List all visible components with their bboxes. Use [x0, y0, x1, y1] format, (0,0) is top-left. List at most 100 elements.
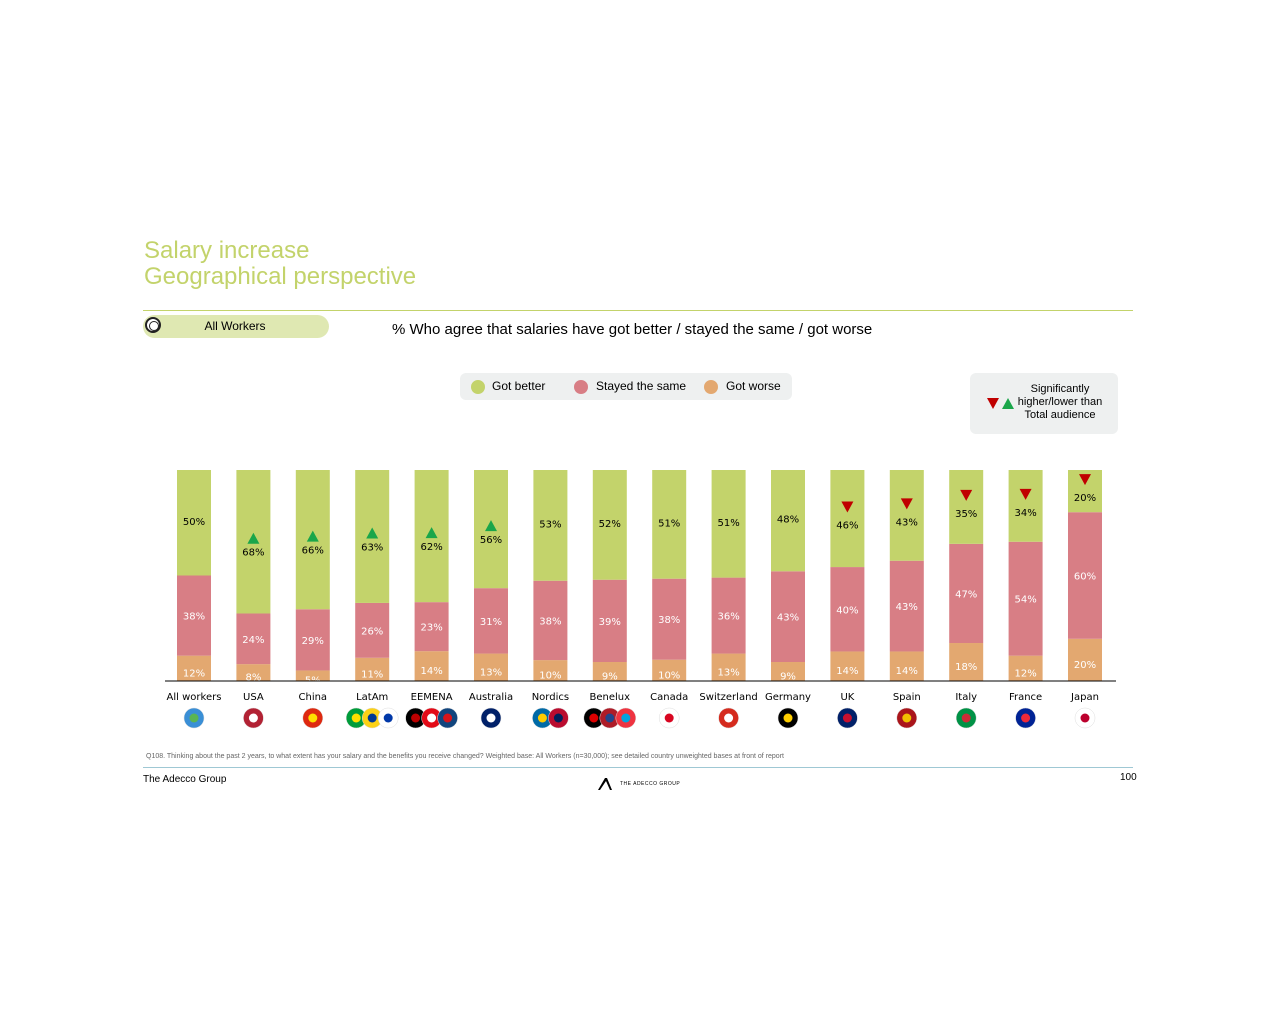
bar-got-better-benelux [592, 470, 627, 580]
chart-legend: Got better Stayed the same Got worse [460, 373, 792, 400]
label-got-better-australia: 56% [480, 535, 502, 546]
label-got-better-china: 66% [302, 546, 324, 557]
spain-flag-icon-detail [902, 713, 912, 723]
bar-stayed-the-same-canada [652, 578, 687, 660]
label-stayed-the-same-latam: 26% [361, 626, 383, 637]
bar-got-worse-japan [1068, 638, 1102, 681]
sig-down-arrow-france [1019, 488, 1032, 500]
label-got-worse-benelux: 9% [602, 672, 618, 683]
label-got-better-usa: 68% [242, 548, 264, 559]
significance-line-3: Total audience [1024, 409, 1096, 421]
category-label-all-workers: All workers [167, 692, 222, 703]
label-got-worse-germany: 9% [780, 672, 796, 683]
bar-stayed-the-same-australia [474, 588, 508, 654]
bar-got-better-germany [771, 470, 805, 572]
label-got-worse-canada: 10% [658, 670, 680, 681]
bar-got-worse-china [295, 670, 330, 681]
bar-got-better-canada [652, 470, 687, 579]
category-label-china: China [299, 692, 328, 703]
uruguay-flag-icon-detail [383, 713, 393, 723]
bar-stayed-the-same-uk [830, 567, 865, 652]
label-got-better-italy: 35% [955, 509, 977, 520]
sig-up-arrow-china [306, 530, 319, 542]
label-got-worse-uk: 14% [836, 666, 858, 677]
colombia-flag-icon-detail [367, 713, 377, 723]
category-label-italy: Italy [955, 692, 977, 703]
label-stayed-the-same-france: 54% [1014, 595, 1036, 606]
uk-flag-icon-detail [842, 713, 852, 723]
sig-down-arrow-italy [960, 489, 973, 501]
bar-got-worse-usa [236, 664, 271, 681]
label-got-better-france: 34% [1014, 508, 1036, 519]
label-got-better-all-workers: 50% [183, 517, 205, 528]
label-stayed-the-same-australia: 31% [480, 617, 502, 628]
category-label-germany: Germany [765, 692, 811, 703]
bar-got-worse-italy [949, 643, 984, 681]
category-label-latam: LatAm [356, 692, 388, 703]
bar-got-worse-nordics [533, 660, 568, 681]
sig-up-arrow-usa [247, 532, 260, 544]
bar-stayed-the-same-nordics [533, 580, 568, 661]
legend-dot-got-better [471, 380, 485, 394]
bar-stayed-the-same-all-workers [177, 575, 211, 656]
label-stayed-the-same-usa: 24% [242, 635, 264, 646]
bar-stayed-the-same-eemena [414, 602, 449, 652]
label-stayed-the-same-china: 29% [302, 636, 324, 647]
significance-line-2: higher/lower than [1017, 396, 1103, 408]
label-got-worse-usa: 8% [245, 673, 261, 684]
label-got-worse-switzerland: 13% [717, 667, 739, 678]
title-line-1: Salary increase [144, 237, 310, 264]
label-got-worse-italy: 18% [955, 662, 977, 673]
bar-got-worse-canada [652, 659, 687, 681]
bar-got-better-nordics [533, 470, 568, 581]
label-got-better-uk: 46% [836, 521, 858, 532]
footnote: Q108. Thinking about the past 2 years, t… [146, 753, 784, 760]
luxembourg-flag-icon-detail [621, 713, 631, 723]
bar-got-worse-all-workers [177, 655, 211, 681]
category-label-switzerland: Switzerland [699, 692, 757, 703]
category-label-benelux: Benelux [590, 692, 631, 703]
bar-stayed-the-same-france [1008, 541, 1043, 656]
audience-filter-label: All Workers [204, 319, 266, 333]
legend-label-got-better: Got better [492, 379, 546, 393]
brazil-flag-icon-detail [351, 713, 361, 723]
label-got-worse-spain: 14% [896, 666, 918, 677]
globe-flag-icon-detail [189, 713, 199, 723]
label-got-better-nordics: 53% [539, 519, 561, 530]
label-got-worse-japan: 20% [1074, 660, 1096, 671]
china-flag-icon-detail [308, 713, 318, 723]
turkey-flag-icon-detail [427, 713, 437, 723]
label-stayed-the-same-italy: 47% [955, 589, 977, 600]
bar-stayed-the-same-benelux [592, 579, 627, 663]
germany-flag-icon-detail [589, 713, 599, 723]
bar-stayed-the-same-germany [771, 571, 805, 663]
label-got-better-latam: 63% [361, 542, 383, 553]
bar-got-worse-france [1008, 655, 1043, 681]
category-label-usa: USA [243, 692, 264, 703]
netherlands-flag-icon-detail [605, 713, 615, 723]
norway-flag-icon-detail [553, 713, 563, 723]
bar-stayed-the-same-usa [236, 613, 271, 665]
label-stayed-the-same-switzerland: 36% [717, 612, 739, 623]
label-got-worse-australia: 13% [480, 667, 502, 678]
audience-filter[interactable] [143, 315, 329, 338]
bar-got-worse-spain [889, 651, 924, 681]
label-got-better-spain: 43% [896, 517, 918, 528]
radio-icon[interactable] [145, 317, 161, 333]
italy-flag-icon-detail [961, 713, 971, 723]
page-title: Salary increase Geographical perspective [144, 238, 416, 290]
sig-up-arrow-eemena [425, 527, 438, 539]
page-number: 100 [1120, 772, 1137, 783]
title-line-2: Geographical perspective [144, 263, 417, 290]
bar-got-worse-eemena [414, 651, 449, 681]
label-stayed-the-same-nordics: 38% [539, 616, 561, 627]
switzerland-flag-icon-detail [724, 713, 734, 723]
legend-dot-stayed-same [574, 380, 588, 394]
bar-got-better-uk [830, 470, 865, 568]
footer-divider [143, 767, 1133, 768]
legend-dot-got-worse [704, 380, 718, 394]
label-got-worse-france: 12% [1014, 668, 1036, 679]
germany-flag-icon-detail [783, 713, 793, 723]
label-stayed-the-same-all-workers: 38% [183, 612, 205, 623]
chart-subtitle: % Who agree that salaries have got bette… [392, 321, 873, 338]
